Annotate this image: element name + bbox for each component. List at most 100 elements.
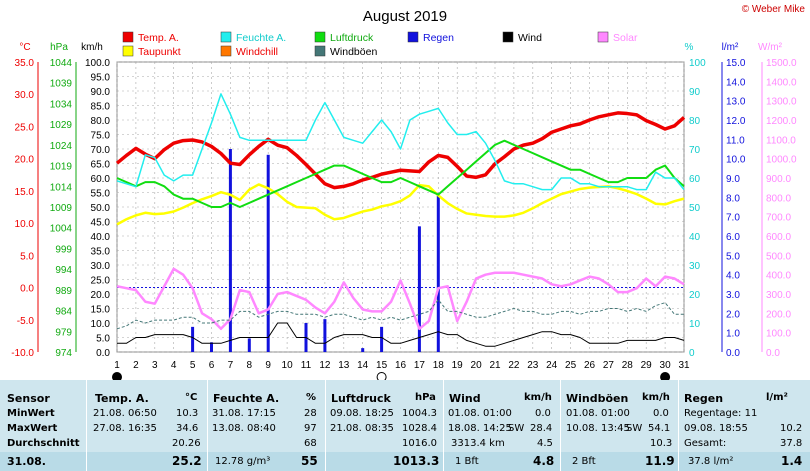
series-line-feuchte-a- (116, 93, 685, 191)
divider (86, 380, 87, 471)
legend-swatch (502, 31, 514, 43)
tick-label-wind: 65.0 (91, 160, 111, 171)
legend-label: Feuchte A. (236, 32, 286, 44)
tick-label-x: 8 (247, 360, 253, 371)
tick-label-solar: 500.0 (766, 251, 791, 262)
legend-swatch (220, 45, 232, 57)
legend-label: Solar (613, 32, 638, 44)
wind-max-dir: SW (508, 423, 525, 434)
series-line-wind (117, 322, 685, 347)
regen-header: Regen (684, 392, 724, 405)
feuchte-min: 28 (304, 408, 317, 419)
tick-label-humidity: 30 (689, 261, 701, 272)
legend-label: Wind (518, 32, 542, 44)
tick-label-pressure: 984 (55, 307, 72, 318)
feuchte-absolute: 12.78 g/m³ (215, 456, 271, 467)
tick-label-rain: 10.0 (726, 155, 746, 166)
tick-label-x: 24 (546, 360, 558, 371)
current-row (0, 452, 810, 471)
tick-label-x: 20 (471, 360, 483, 371)
temp-current: 25.2 (172, 454, 202, 468)
moon-phase-marker (660, 372, 671, 380)
legend-label: Regen (423, 32, 454, 44)
tick-label-x: 19 (452, 360, 464, 371)
rain-bar (417, 226, 421, 352)
temp-unit: °C (185, 392, 198, 403)
tick-label-rain: 6.0 (726, 232, 740, 243)
tick-label-rain: 5.0 (726, 251, 740, 262)
tick-label-wind: 10.0 (91, 319, 111, 330)
regen-total-label: Gesamt: (684, 438, 727, 449)
luftdruck-min: 1004.3 (402, 408, 437, 419)
tick-label-x: 17 (414, 360, 426, 371)
tick-label-solar: 800.0 (766, 193, 791, 204)
legend-swatch (597, 31, 609, 43)
tick-label-solar: 1300.0 (766, 97, 797, 108)
tick-label-x: 29 (641, 360, 653, 371)
tick-label-pressure: 989 (55, 286, 72, 297)
tick-label-wind: 40.0 (91, 232, 111, 243)
tick-label-humidity: 60 (689, 174, 701, 185)
legend-swatch (314, 45, 326, 57)
wind-avg: 4.5 (537, 438, 553, 449)
legend-swatch (220, 31, 232, 43)
tick-label-wind: 60.0 (91, 174, 111, 185)
tick-label-wind: 95.0 (91, 73, 111, 84)
tick-label-humidity: 0 (689, 348, 695, 359)
regen-month-total: 37.8 l/m² (688, 456, 734, 467)
tick-label-x: 30 (660, 360, 672, 371)
tick-label-pressure: 994 (55, 265, 72, 276)
tick-label-x: 1 (114, 360, 120, 371)
tick-label-x: 2 (133, 360, 139, 371)
legend-swatch (122, 45, 134, 57)
rain-bar (247, 338, 251, 352)
tick-label-wind: 20.0 (91, 290, 111, 301)
tick-label-solar: 200.0 (766, 309, 791, 320)
tick-label-rain: 7.0 (726, 213, 740, 224)
tick-label-x: 21 (489, 360, 501, 371)
tick-label-wind: 5.0 (96, 334, 110, 345)
tick-label-temp: 5.0 (20, 251, 34, 262)
wind-max-time: 18.08. 14:25 (448, 423, 512, 434)
tick-label-x: 11 (301, 360, 312, 371)
tick-label-x: 13 (338, 360, 350, 371)
tick-label-x: 26 (584, 360, 596, 371)
windboen-unit: km/h (642, 392, 670, 403)
wind-min: 0.0 (535, 408, 551, 419)
divider (325, 380, 326, 471)
windboen-header: Windböen (566, 392, 629, 405)
tick-label-wind: 70.0 (91, 145, 111, 156)
tick-label-pressure: 1009 (50, 203, 73, 214)
current-date: 31.08. (7, 455, 46, 468)
rain-bar (380, 326, 384, 352)
feuchte-current: 55 (301, 454, 318, 468)
temp-avg: 20.26 (172, 438, 201, 449)
legend-swatch (314, 31, 326, 43)
divider (678, 380, 679, 471)
tick-label-temp: -5.0 (17, 316, 35, 327)
row-label-max: MaxWert (7, 423, 58, 434)
rain-bar (191, 326, 195, 352)
regen-max-time: 09.08. 18:55 (684, 423, 748, 434)
regen-days: Regentage: 11 (684, 408, 758, 419)
temp-max-time: 27.08. 16:35 (93, 423, 157, 434)
tick-label-x: 25 (565, 360, 577, 371)
feuchte-max-time: 13.08. 08:40 (212, 423, 276, 434)
chart-title: August 2019 (363, 8, 447, 25)
tick-label-humidity: 50 (689, 203, 701, 214)
luftdruck-max: 1028.4 (402, 423, 437, 434)
feuchte-unit: % (306, 392, 317, 403)
tick-label-solar: 100.0 (766, 329, 791, 340)
tick-label-x: 18 (433, 360, 445, 371)
tick-label-solar: 600.0 (766, 232, 791, 243)
temp-min: 10.3 (176, 408, 199, 419)
tick-label-wind: 25.0 (91, 276, 111, 287)
tick-label-wind: 80.0 (91, 116, 111, 127)
divider (560, 380, 561, 471)
tick-label-humidity: 10 (689, 319, 701, 330)
tick-label-wind: 100.0 (85, 58, 110, 69)
tick-label-rain: 12.0 (726, 116, 746, 127)
tick-label-rain: 8.0 (726, 193, 740, 204)
tick-label-pressure: 979 (55, 327, 72, 338)
tick-label-temp: 30.0 (15, 90, 35, 101)
